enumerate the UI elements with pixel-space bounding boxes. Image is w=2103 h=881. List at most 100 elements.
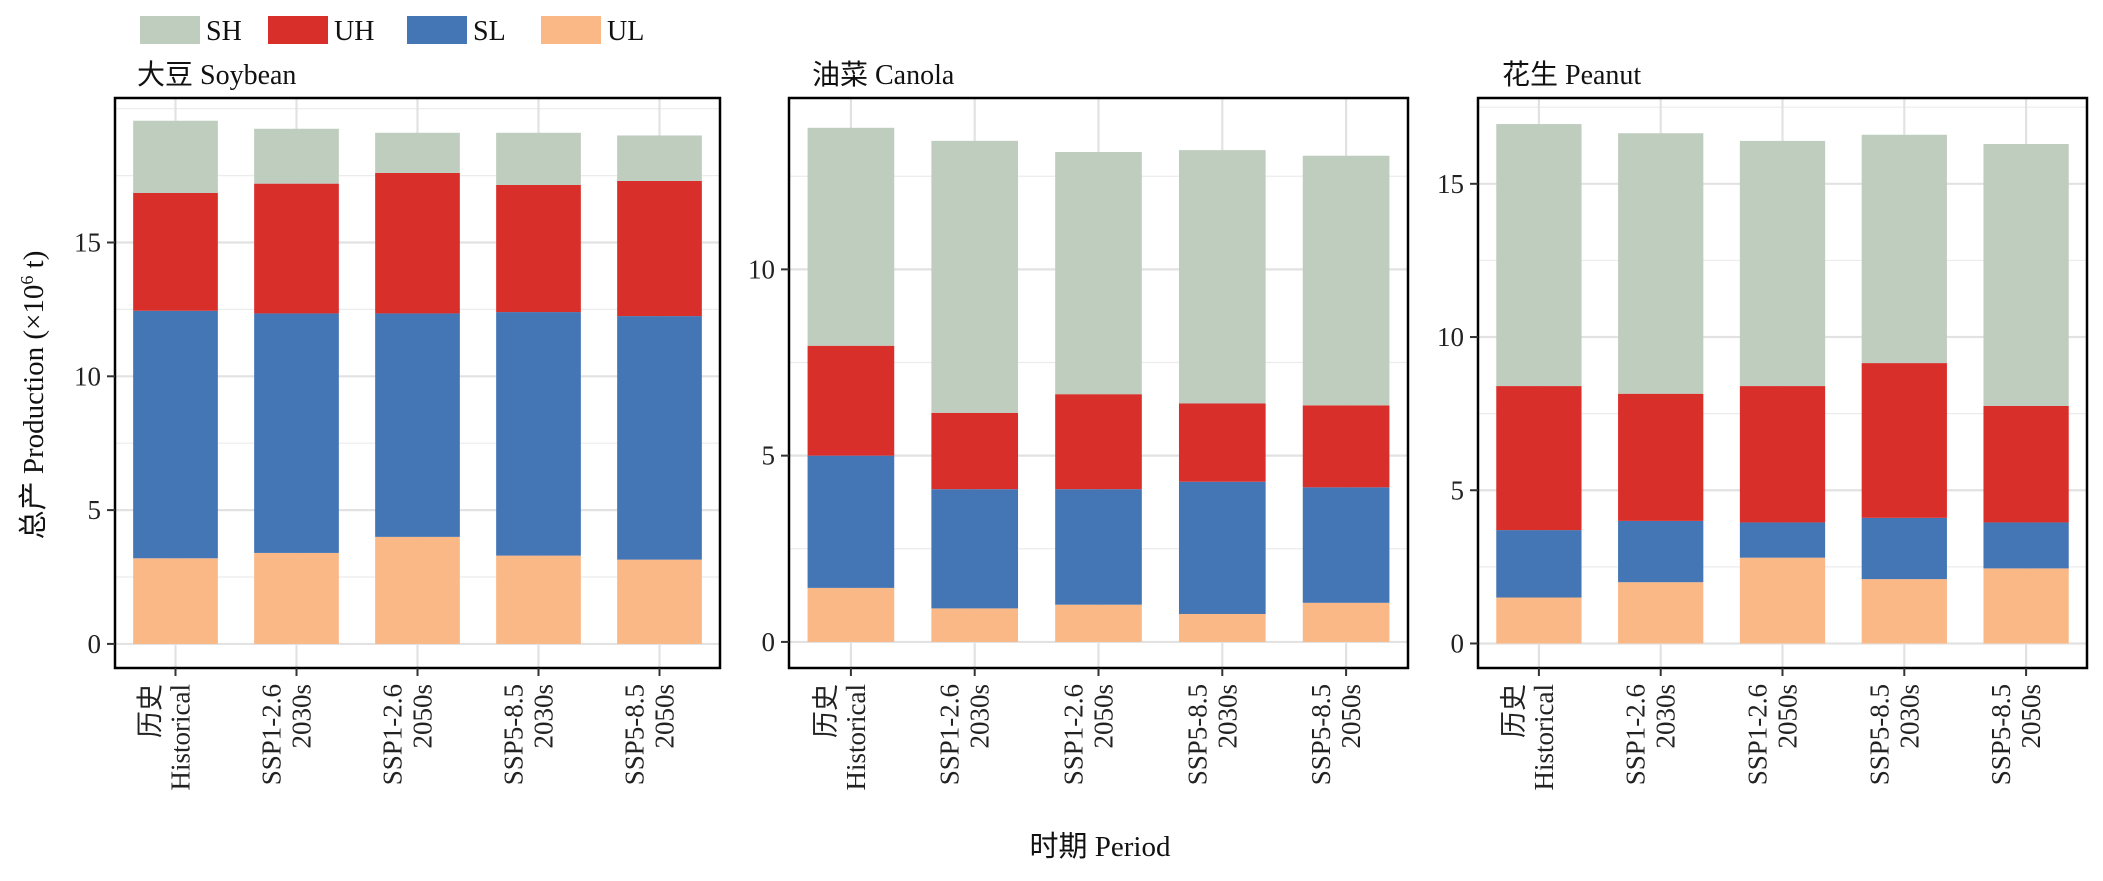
bar-segment-uh-cat-3	[375, 172, 460, 314]
bar-segment-sh-cat-5	[617, 135, 702, 181]
legend-swatch-sl	[407, 16, 467, 44]
x-tick-label: SSP1-2.62050s	[1743, 684, 1803, 785]
bar-segment-ul-cat-4	[1178, 613, 1266, 642]
bar-segment-sh-cat-4	[1861, 134, 1947, 364]
bar-segment-uh-cat-4	[1178, 403, 1266, 482]
y-axis-label-superscript: 6	[17, 276, 37, 285]
bar-segment-sl-cat-5	[1302, 487, 1390, 603]
bar-segment-sl-cat-4	[1861, 517, 1947, 580]
legend-label-ul: UL	[607, 16, 644, 47]
bar-segment-sl-cat-2	[254, 313, 339, 553]
bar-segment-uh-cat-2	[254, 183, 339, 314]
x-tick-label: SSP1-2.62030s	[1621, 684, 1681, 785]
y-tick-label: 0	[762, 627, 776, 657]
bar-segment-sh-cat-3	[1739, 140, 1826, 387]
bar-segment-sh-cat-4	[1178, 150, 1266, 404]
bar-segment-sh-cat-1	[1496, 124, 1582, 387]
bar-segment-sh-cat-2	[254, 128, 339, 184]
y-tick-label: 0	[1451, 628, 1465, 658]
bar-segment-uh-cat-3	[1739, 386, 1826, 523]
bar-segment-sh-cat-5	[1983, 143, 2069, 406]
y-tick-label: 5	[88, 495, 102, 525]
bar-segment-uh-cat-4	[496, 184, 581, 313]
x-tick-label: SSP1-2.62030s	[257, 684, 317, 785]
bar-segment-sh-cat-1	[807, 127, 895, 346]
bar-segment-sl-cat-3	[1739, 522, 1826, 558]
panel-2: 0 5 10 历史Historical SSP1-2.62030s SSP1-2.6205…	[748, 59, 1410, 790]
bar-segment-ul-cat-5	[617, 559, 702, 644]
bar-segment-sh-cat-1	[133, 120, 218, 193]
legend: SH UH SL UL	[140, 16, 644, 47]
chart-panels: 0 5 10 15 历史Historical SSP1-2.62030s SSP1-2.62…	[74, 59, 2089, 790]
x-tick-label: 历史Historical	[136, 684, 196, 790]
bar-segment-ul-cat-2	[254, 552, 339, 644]
legend-label-uh: UH	[334, 16, 374, 47]
bar-segment-uh-cat-5	[617, 180, 702, 317]
bar-segment-ul-cat-4	[1861, 579, 1947, 644]
bar-segment-uh-cat-5	[1983, 405, 2069, 523]
bar-segment-ul-cat-1	[807, 587, 895, 642]
x-tick-label: SSP5-8.52050s	[1306, 684, 1366, 785]
x-tick-label: SSP5-8.52030s	[499, 684, 559, 785]
bar-segment-sh-cat-3	[1055, 152, 1142, 395]
bar-segment-sh-cat-2	[931, 140, 1019, 413]
y-tick-label: 15	[74, 228, 101, 258]
x-tick-label: SSP5-8.52030s	[1182, 684, 1242, 785]
legend-label-sh: SH	[206, 16, 242, 47]
legend-swatch-sh	[140, 16, 200, 44]
bar-segment-ul-cat-2	[931, 608, 1019, 642]
panel-title: 大豆 Soybean	[137, 59, 296, 91]
y-tick-label: 5	[1451, 475, 1465, 505]
x-tick-label: SSP1-2.62050s	[1059, 684, 1119, 785]
bar-segment-sl-cat-1	[1496, 530, 1582, 598]
panel-title: 花生 Peanut	[1502, 59, 1641, 91]
y-axis-label: 总产 Production (×106 t)	[17, 251, 50, 540]
y-tick-label: 5	[762, 441, 776, 471]
bar-segment-uh-cat-3	[1055, 394, 1142, 490]
x-tick-label: SSP1-2.62050s	[378, 684, 438, 785]
bar-segment-sh-cat-3	[375, 132, 460, 173]
x-tick-label: SSP5-8.52030s	[1864, 684, 1924, 785]
bar-segment-ul-cat-3	[1739, 557, 1826, 644]
bar-segment-uh-cat-2	[931, 412, 1019, 490]
bar-segment-ul-cat-2	[1618, 582, 1704, 644]
y-tick-label: 10	[748, 254, 775, 284]
y-tick-label: 10	[1437, 322, 1464, 352]
bar-segment-ul-cat-1	[133, 558, 218, 644]
bar-segment-sl-cat-4	[1178, 481, 1266, 614]
bar-segment-sl-cat-1	[133, 310, 218, 559]
bar-segment-sl-cat-5	[1983, 522, 2069, 569]
y-axis-label-unit: t)	[18, 251, 50, 276]
x-tick-label: SSP5-8.52050s	[1986, 684, 2046, 785]
bar-segment-ul-cat-3	[375, 536, 460, 644]
bar-segment-uh-cat-1	[807, 345, 895, 456]
bar-segment-ul-cat-1	[1496, 597, 1582, 644]
bar-segment-uh-cat-1	[133, 193, 218, 311]
bar-segment-sl-cat-2	[1618, 520, 1704, 583]
bar-segment-ul-cat-5	[1983, 568, 2069, 644]
panel-3: 0 5 10 15 历史Historical SSP1-2.62030s SSP1-2.62…	[1437, 59, 2089, 790]
bar-segment-uh-cat-1	[1496, 386, 1582, 531]
x-tick-label: 历史Historical	[811, 684, 871, 790]
y-tick-label: 15	[1437, 169, 1464, 199]
bar-segment-sh-cat-5	[1302, 155, 1390, 406]
legend-swatch-uh	[268, 16, 328, 44]
y-tick-label: 10	[74, 361, 101, 391]
bar-segment-sh-cat-2	[1618, 133, 1704, 394]
bar-segment-ul-cat-3	[1055, 604, 1142, 642]
bar-segment-sl-cat-3	[375, 313, 460, 537]
legend-label-sl: SL	[473, 16, 506, 47]
bar-segment-sl-cat-1	[807, 455, 895, 588]
bar-segment-sl-cat-2	[931, 489, 1019, 609]
bar-segment-uh-cat-4	[1861, 363, 1947, 518]
x-axis-label: 时期 Period	[1030, 830, 1171, 863]
bar-segment-ul-cat-5	[1302, 602, 1390, 642]
bar-segment-uh-cat-2	[1618, 393, 1704, 521]
x-tick-label: SSP5-8.52050s	[620, 684, 680, 785]
y-axis-label-main: 总产 Production (×10	[17, 285, 50, 540]
x-tick-label: SSP1-2.62030s	[935, 684, 995, 785]
bar-segment-sl-cat-4	[496, 312, 581, 556]
panel-1: 0 5 10 15 历史Historical SSP1-2.62030s SSP1-2.62…	[74, 59, 722, 790]
bar-segment-ul-cat-4	[496, 555, 581, 644]
